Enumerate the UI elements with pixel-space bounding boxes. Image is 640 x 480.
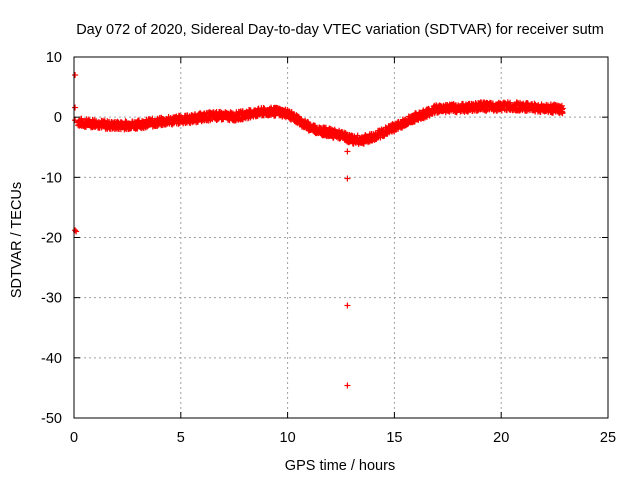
y-axis-label: SDTVAR / TECUs: [9, 182, 25, 298]
tick-layer: [73, 56, 609, 419]
outlier-point: [72, 104, 79, 111]
x-axis-label: GPS time / hours: [285, 458, 395, 474]
x-tick-label: 5: [177, 430, 185, 446]
outlier-point: [344, 302, 351, 309]
x-tick-label: 20: [493, 430, 509, 446]
data-point: [312, 122, 319, 129]
outlier-point: [344, 382, 351, 389]
label-layer: 0 5 10 15 20 25 10 0 -10 -20 -30 -40 -50: [41, 50, 616, 446]
outlier-point: [344, 148, 351, 155]
y-tick-label: -50: [41, 411, 62, 427]
data-point: [558, 102, 565, 109]
data-point: [559, 105, 566, 112]
x-tick-label: 10: [280, 430, 296, 446]
y-tick-label: -30: [41, 291, 62, 307]
data-point: [483, 107, 490, 114]
data-point: [212, 110, 219, 117]
x-tick-label: 0: [70, 430, 78, 446]
y-tick-label: -20: [41, 231, 62, 247]
y-tick-label: 0: [54, 110, 62, 126]
data-point: [550, 109, 557, 116]
outlier-point: [72, 227, 79, 234]
y-tick-label: -10: [41, 170, 62, 186]
y-tick-label: -40: [41, 351, 62, 367]
data-layer: [72, 72, 566, 389]
y-tick-label: 10: [46, 50, 62, 66]
outlier-point: [72, 72, 79, 79]
outlier-point: [72, 117, 79, 124]
outlier-point: [344, 175, 351, 182]
x-tick-label: 15: [386, 430, 402, 446]
chart-title: Day 072 of 2020, Sidereal Day-to-day VTE…: [76, 22, 604, 38]
x-tick-label: 25: [600, 430, 616, 446]
